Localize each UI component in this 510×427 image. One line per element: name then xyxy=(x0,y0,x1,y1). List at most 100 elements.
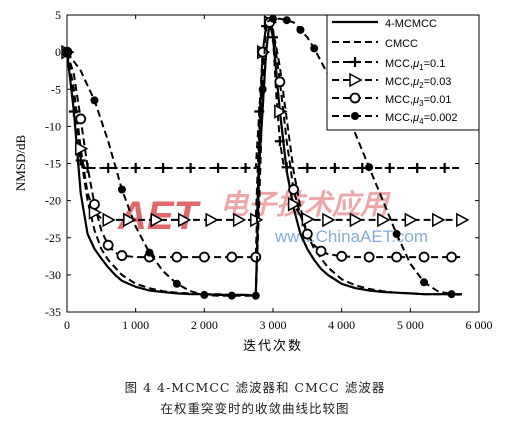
data-point-plus xyxy=(439,162,450,173)
data-point-triangle xyxy=(287,197,302,212)
series-cmcc-line xyxy=(66,21,462,297)
data-point-plus xyxy=(412,162,423,173)
y-tick-label: -10 xyxy=(45,119,61,133)
x-tick-label: 5 000 xyxy=(397,318,424,332)
data-point-plus xyxy=(75,155,86,166)
data-point-triangle xyxy=(377,212,391,228)
data-point-triangle xyxy=(404,212,418,228)
legend: 4-MCMCC CMCC MCC,μ1=0.1 MCC,μ2=0.03 MCC,… xyxy=(326,14,480,131)
series-layer xyxy=(61,14,470,300)
data-point-open-circle xyxy=(274,76,286,88)
legend-label-cmcc: CMCC xyxy=(385,38,418,50)
y-tick-label: -35 xyxy=(45,305,61,319)
data-point-open-circle xyxy=(363,251,375,263)
data-point-filled-circle xyxy=(258,85,267,94)
x-tick-label: 2 000 xyxy=(191,318,218,332)
data-point-open-circle xyxy=(288,184,300,195)
data-point-triangle xyxy=(232,212,247,228)
data-point-triangle xyxy=(274,104,288,119)
data-point-filled-circle xyxy=(251,291,260,300)
data-point-triangle xyxy=(102,212,116,228)
data-point-plus xyxy=(302,162,313,173)
data-point-filled-circle xyxy=(296,25,305,34)
y-tick-label: -15 xyxy=(45,157,61,171)
y-tick-label: -25 xyxy=(45,231,61,245)
data-point-triangle xyxy=(205,212,219,228)
data-point-open-circle xyxy=(116,250,128,261)
data-point-open-circle xyxy=(391,251,403,263)
data-point-plus xyxy=(274,136,285,147)
x-tick-label: 6 000 xyxy=(466,318,493,332)
data-point-open-circle xyxy=(418,251,430,263)
data-point-filled-circle xyxy=(310,44,319,53)
data-point-filled-circle xyxy=(227,291,236,300)
data-point-open-circle xyxy=(102,239,114,251)
data-point-filled-circle xyxy=(117,185,126,194)
data-point-filled-circle xyxy=(447,290,456,299)
legend-samples xyxy=(332,20,378,120)
watermark: AET 电子技术应用 www.ChinaAET.com xyxy=(117,189,428,246)
data-point-plus xyxy=(329,162,340,173)
x-tick-label: 1 000 xyxy=(122,318,149,332)
data-point-filled-circle xyxy=(392,230,401,239)
y-tick-label: 0 xyxy=(55,45,61,59)
figure-caption-line2: 在权重突变时的收敛曲线比较图 xyxy=(160,401,350,416)
legend-label-4mcmcc: 4-MCMCC xyxy=(385,18,437,30)
y-tick-label: -30 xyxy=(45,268,61,282)
watermark-url: www.ChinaAET.com xyxy=(274,227,428,246)
series-cmcc xyxy=(66,21,462,297)
data-point-plus xyxy=(185,162,196,173)
series-mcc-mu2-line xyxy=(66,21,462,221)
data-point-open-circle xyxy=(349,92,361,104)
data-point-triangle xyxy=(349,212,363,228)
legend-label-mcc-mu1: MCC,μ1=0.1 xyxy=(385,58,445,72)
data-point-plus xyxy=(240,162,251,173)
x-tick-label: 4 000 xyxy=(328,318,355,332)
data-point-filled-circle xyxy=(172,279,181,288)
data-point-plus xyxy=(103,162,114,173)
series-mcc-mu4 xyxy=(63,14,462,300)
data-point-open-circle xyxy=(446,251,457,263)
data-point-open-circle xyxy=(315,245,327,257)
data-point-filled-circle xyxy=(145,248,154,257)
legend-label-mcc-mu3: MCC,μ3=0.01 xyxy=(385,94,451,108)
watermark-logo: AET xyxy=(117,194,202,238)
y-tick-label: 5 xyxy=(55,8,61,22)
data-point-plus xyxy=(130,162,141,173)
data-point-filled-circle xyxy=(282,16,291,25)
data-point-open-circle xyxy=(198,251,210,263)
x-tick-label: 0 xyxy=(64,318,70,332)
data-point-filled-circle xyxy=(351,112,359,120)
data-point-triangle xyxy=(456,212,470,228)
data-point-triangle xyxy=(432,212,446,228)
legend-box xyxy=(326,14,480,131)
data-point-plus xyxy=(350,57,360,67)
data-point-filled-circle xyxy=(90,96,99,105)
data-point-open-circle xyxy=(257,46,269,58)
legend-label-mcc-mu2: MCC,μ2=0.03 xyxy=(385,76,451,90)
data-point-triangle xyxy=(349,72,363,88)
data-point-filled-circle xyxy=(365,163,374,172)
data-point-triangle xyxy=(177,212,192,228)
data-point-open-circle xyxy=(301,228,313,240)
x-axis-label: 迭代次数 xyxy=(243,338,303,353)
data-point-plus xyxy=(384,162,395,173)
data-point-triangle xyxy=(123,212,137,228)
figure-caption-line1: 图 4 4-MCMCC 滤波器和 CMCC 滤波器 xyxy=(124,380,386,395)
data-point-plus xyxy=(158,162,169,173)
data-point-plus xyxy=(213,162,224,173)
legend-label-mcc-mu4: MCC,μ4=0.002 xyxy=(385,112,458,126)
data-point-filled-circle xyxy=(200,290,209,299)
data-point-open-circle xyxy=(226,251,238,263)
y-tick-label: -5 xyxy=(51,82,61,96)
data-point-triangle xyxy=(322,212,336,228)
data-point-open-circle xyxy=(89,198,100,210)
data-point-triangle xyxy=(74,141,89,156)
x-tick-label: 3 000 xyxy=(260,318,287,332)
y-axis-label: NMSD/dB xyxy=(13,135,28,192)
data-point-open-circle xyxy=(250,251,262,263)
data-point-open-circle xyxy=(171,251,183,263)
ticks-layer: 0 1 000 2 000 3 000 4 000 5 000 6 000 5 0 -5 -10 -1… xyxy=(45,8,493,332)
data-point-triangle xyxy=(150,212,164,228)
